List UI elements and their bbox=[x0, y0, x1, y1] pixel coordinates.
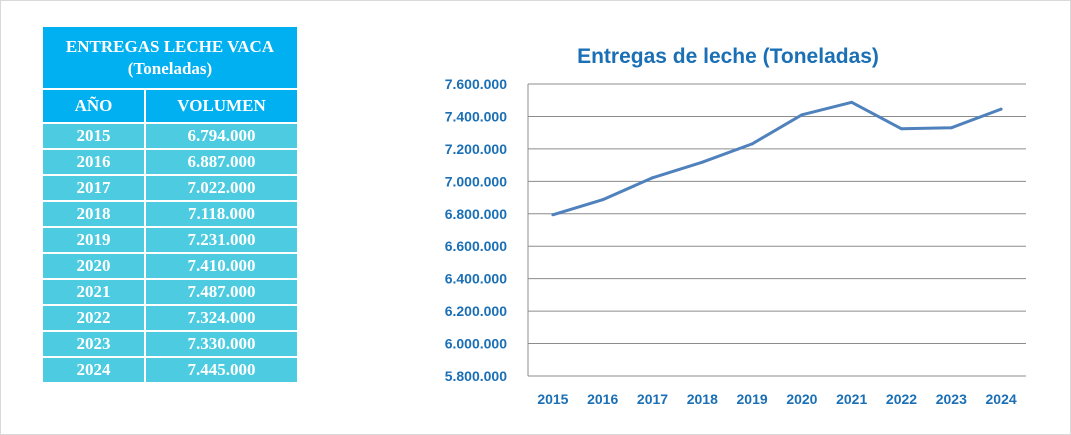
data-point bbox=[601, 198, 605, 202]
y-tick-label: 7.400.000 bbox=[445, 108, 507, 124]
table-cell-volume: 7.445.000 bbox=[146, 358, 297, 382]
chart-series bbox=[551, 100, 1003, 217]
series-line bbox=[552, 100, 1002, 217]
table-row: 2024 7.445.000 bbox=[43, 358, 297, 384]
data-point bbox=[900, 127, 903, 131]
data-point bbox=[750, 142, 754, 146]
y-axis-ticks: 5.800.000 6.000.000 6.200.000 6.400.000 6.60… bbox=[445, 76, 507, 384]
chart-grid bbox=[527, 83, 1026, 377]
table-cell-volume: 6.887.000 bbox=[146, 150, 297, 174]
deliveries-table: ENTREGAS LECHE VACA (Toneladas) AÑO VOLU… bbox=[43, 27, 297, 384]
table-cell-year: 2022 bbox=[43, 306, 146, 330]
table-cell-volume: 7.324.000 bbox=[146, 306, 297, 330]
data-point bbox=[551, 213, 555, 217]
x-tick-label: 2016 bbox=[587, 391, 618, 407]
data-point bbox=[800, 113, 804, 117]
x-tick-label: 2017 bbox=[637, 391, 668, 407]
table-row: 2016 6.887.000 bbox=[43, 150, 297, 176]
table-cell-year: 2023 bbox=[43, 332, 146, 356]
data-point bbox=[700, 160, 704, 164]
table-cell-year: 2020 bbox=[43, 254, 146, 278]
table-cell-year: 2017 bbox=[43, 176, 146, 200]
y-tick-label: 6.200.000 bbox=[445, 303, 507, 319]
x-tick-label: 2020 bbox=[786, 391, 817, 407]
x-tick-label: 2019 bbox=[737, 391, 768, 407]
y-tick-label: 6.000.000 bbox=[445, 336, 507, 352]
table-cell-year: 2015 bbox=[43, 124, 146, 148]
x-tick-label: 2021 bbox=[836, 391, 867, 407]
x-tick-label: 2022 bbox=[886, 391, 917, 407]
y-tick-label: 6.600.000 bbox=[445, 238, 507, 254]
x-tick-label: 2018 bbox=[687, 391, 718, 407]
chart-title: Entregas de leche (Toneladas) bbox=[577, 45, 879, 68]
table-cell-year: 2019 bbox=[43, 228, 146, 252]
data-point bbox=[999, 107, 1003, 111]
column-header-volume: VOLUMEN bbox=[146, 90, 297, 122]
milk-deliveries-line-chart: Entregas de leche (Toneladas) 5.800.000 6… bbox=[445, 45, 1026, 407]
table-row: 2018 7.118.000 bbox=[43, 202, 297, 228]
x-tick-label: 2015 bbox=[537, 391, 568, 407]
table-cell-year: 2018 bbox=[43, 202, 146, 226]
y-tick-label: 6.800.000 bbox=[445, 206, 507, 222]
table-cell-year: 2021 bbox=[43, 280, 146, 304]
table-cell-volume: 7.118.000 bbox=[146, 202, 297, 226]
table-body: 2015 6.794.000 2016 6.887.000 2017 7.022.000 2… bbox=[43, 124, 297, 384]
table-row: 2023 7.330.000 bbox=[43, 332, 297, 358]
column-header-row: AÑO VOLUMEN bbox=[43, 90, 297, 124]
data-point bbox=[651, 176, 654, 180]
data-point bbox=[949, 126, 953, 130]
table-cell-year: 2024 bbox=[43, 358, 146, 382]
y-tick-label: 7.600.000 bbox=[445, 76, 507, 92]
table-cell-volume: 7.487.000 bbox=[146, 280, 297, 304]
table-cell-volume: 7.231.000 bbox=[146, 228, 297, 252]
data-point bbox=[850, 100, 854, 104]
table-title-line2: (Toneladas) bbox=[127, 58, 213, 78]
table-cell-year: 2016 bbox=[43, 150, 146, 174]
y-tick-label: 7.200.000 bbox=[445, 141, 507, 157]
y-tick-label: 5.800.000 bbox=[445, 368, 507, 384]
table-row: 2022 7.324.000 bbox=[43, 306, 297, 332]
table-cell-volume: 7.330.000 bbox=[146, 332, 297, 356]
table-cell-volume: 7.022.000 bbox=[146, 176, 297, 200]
table-row: 2019 7.231.000 bbox=[43, 228, 297, 254]
column-header-year: AÑO bbox=[43, 90, 146, 122]
y-tick-label: 7.000.000 bbox=[445, 173, 507, 189]
table-cell-volume: 7.410.000 bbox=[146, 254, 297, 278]
y-tick-label: 6.400.000 bbox=[445, 271, 507, 287]
table-row: 2020 7.410.000 bbox=[43, 254, 297, 280]
table-title-line1: ENTREGAS LECHE VACA bbox=[65, 36, 275, 56]
x-tick-label: 2023 bbox=[936, 391, 967, 407]
x-axis-ticks: 2015 2016 2017 2018 2019 2020 2021 2022 2023 2024 bbox=[537, 391, 1017, 407]
table-row: 2017 7.022.000 bbox=[43, 176, 297, 202]
x-tick-label: 2024 bbox=[986, 391, 1017, 407]
table-row: 2021 7.487.000 bbox=[43, 280, 297, 306]
table-row: 2015 6.794.000 bbox=[43, 124, 297, 150]
table-header: ENTREGAS LECHE VACA (Toneladas) bbox=[43, 27, 297, 90]
table-cell-volume: 6.794.000 bbox=[146, 124, 297, 148]
